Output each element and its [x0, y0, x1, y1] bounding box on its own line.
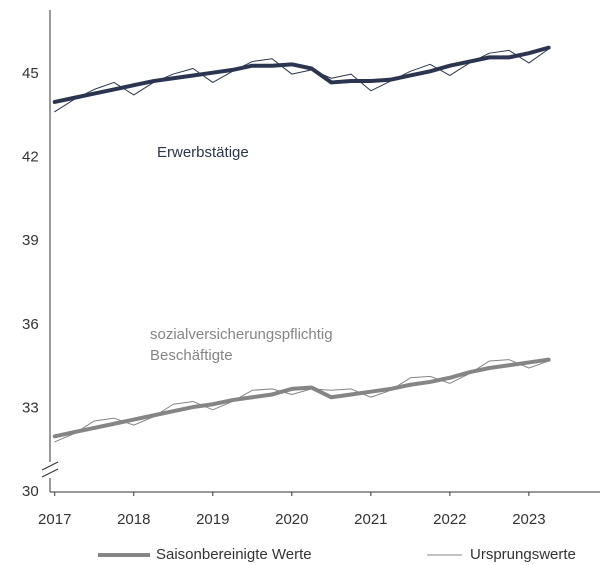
x-tick-label: 2022 [433, 511, 466, 528]
legend-label: Ursprungswerte [470, 546, 576, 563]
series-label: Beschäftigte [150, 347, 233, 364]
y-tick-label: 33 [22, 399, 39, 416]
original-line [54, 48, 550, 113]
y-tick-label: 36 [22, 316, 39, 333]
y-tick-label: 30 [22, 483, 39, 500]
x-tick-label: 2020 [275, 511, 308, 528]
axis-break [41, 461, 59, 471]
adjusted-line [52, 357, 551, 439]
x-tick-label: 2017 [38, 511, 71, 528]
original-line [54, 359, 550, 443]
series-label: Erwerbstätige [157, 144, 249, 161]
y-tick-label: 42 [22, 149, 39, 166]
adjusted-line [52, 45, 551, 104]
x-tick-label: 2018 [117, 511, 150, 528]
x-tick-label: 2023 [512, 511, 545, 528]
series-label: sozialversicherungspflichtig [150, 326, 333, 343]
y-tick-label: 39 [22, 232, 39, 249]
axis-break [41, 468, 59, 478]
legend-label: Saisonbereinigte Werte [156, 546, 312, 563]
x-tick-label: 2021 [354, 511, 387, 528]
x-tick-label: 2019 [196, 511, 229, 528]
y-tick-label: 45 [22, 65, 39, 82]
